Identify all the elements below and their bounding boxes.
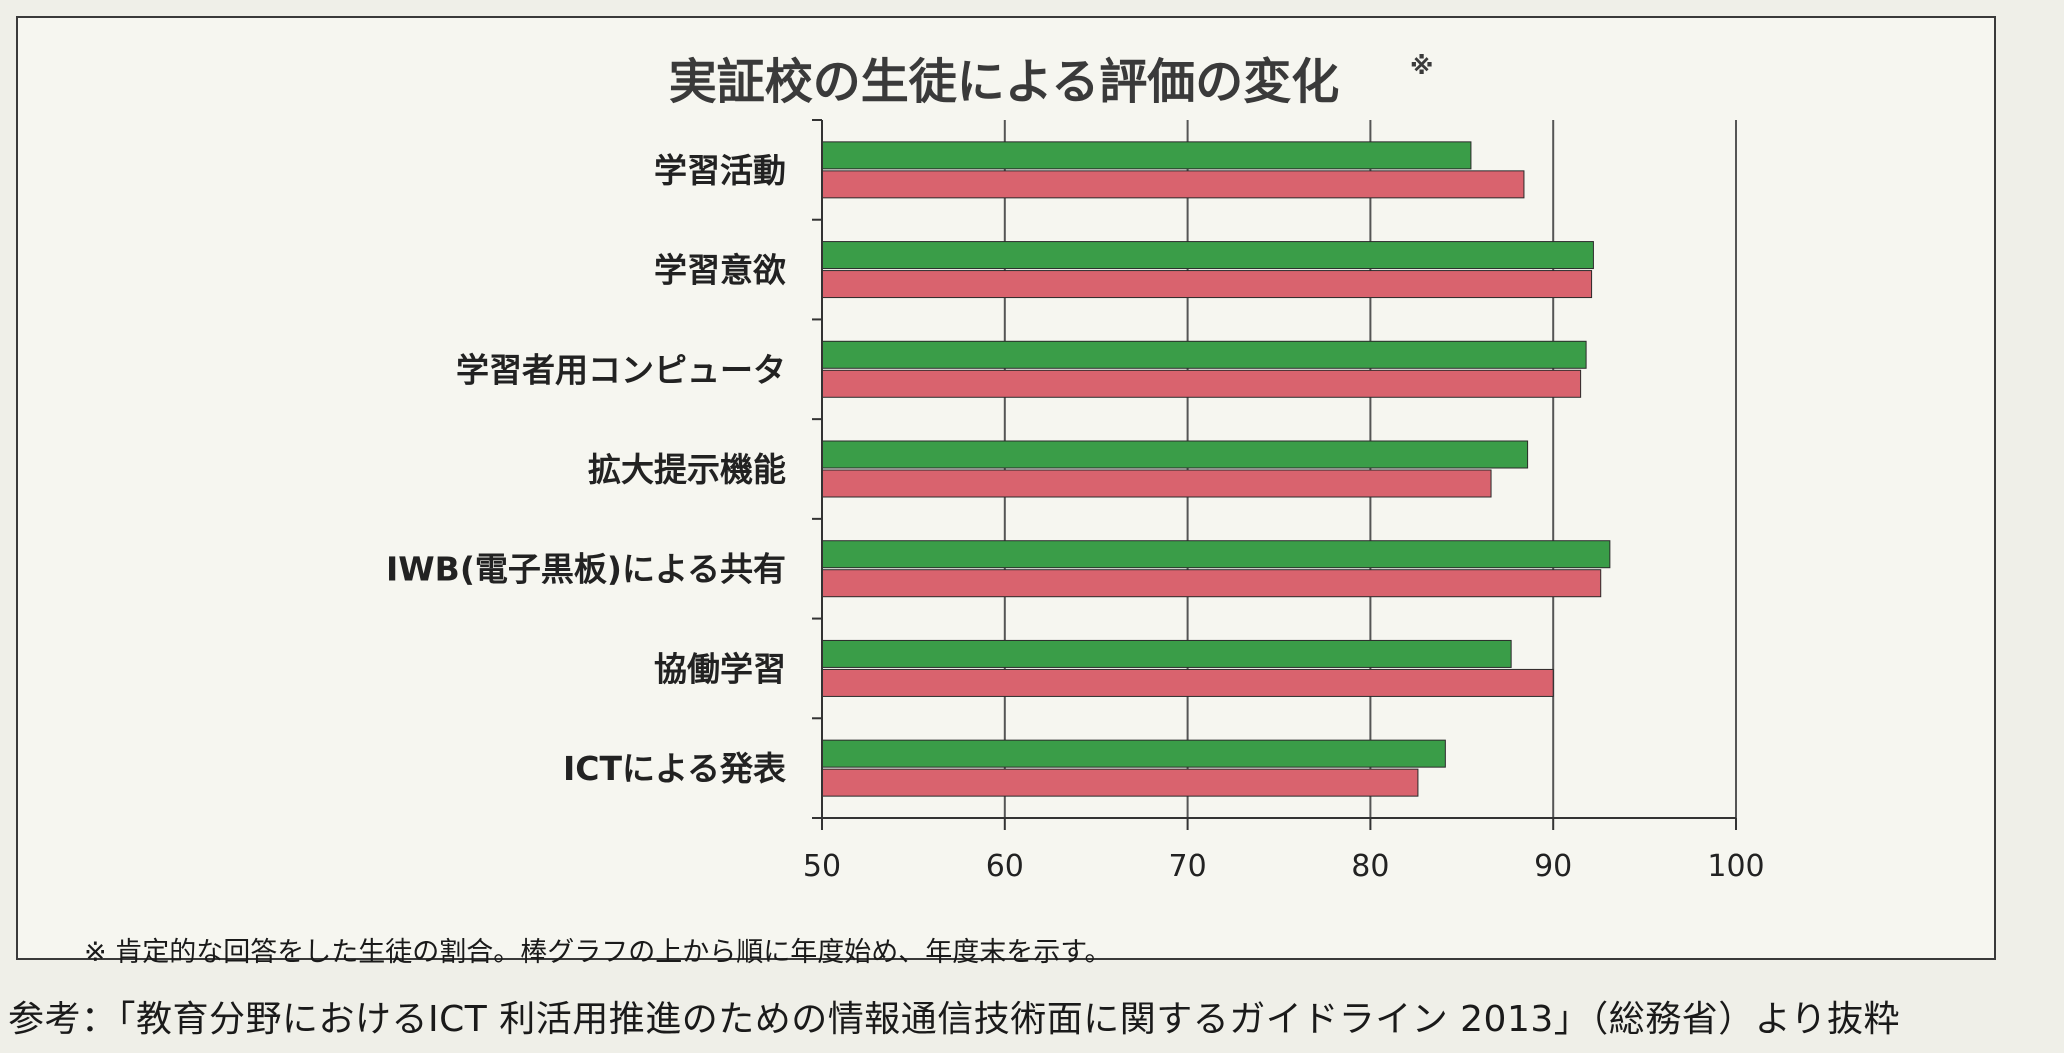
bar <box>821 469 1492 498</box>
x-tick-label: 90 <box>1534 849 1572 884</box>
bar <box>821 739 1446 768</box>
title-footnote-mark: ※ <box>1410 52 1433 80</box>
bar <box>821 639 1512 668</box>
x-tick-label: 50 <box>803 849 841 884</box>
bar <box>821 540 1611 569</box>
chart-frame: 実証校の生徒による評価の変化 ※ 学習活動学習意欲学習者用コンピュータ拡大提示機能 I… <box>16 16 1996 968</box>
bar <box>821 241 1594 270</box>
bar <box>821 170 1525 199</box>
bar <box>821 768 1419 797</box>
category-label: 協働学習 <box>654 649 786 688</box>
bar <box>821 141 1472 170</box>
footnote: ※ 肯定的な回答をした生徒の割合。棒グラフの上から順に年度始め、年度末を示す。 <box>84 937 1112 968</box>
bar <box>821 668 1554 697</box>
source-citation: 参考：「教育分野におけるICT 利活用推進のための情報通信技術面に関するガイドラ… <box>8 999 1901 1040</box>
category-label: IWB(電子黒板)による共有 <box>386 550 786 589</box>
category-label: ICTによる発表 <box>563 749 786 788</box>
bar <box>821 440 1529 469</box>
bar <box>821 569 1602 598</box>
x-tick-label: 60 <box>986 849 1024 884</box>
category-label: 学習者用コンピュータ <box>456 350 786 389</box>
x-tick-label: 100 <box>1707 849 1764 884</box>
x-tick-label: 70 <box>1169 849 1207 884</box>
category-label: 学習意欲 <box>654 251 786 290</box>
bar <box>821 369 1582 398</box>
bar <box>821 270 1593 299</box>
category-label: 学習活動 <box>654 151 786 190</box>
x-tick-label: 80 <box>1351 849 1389 884</box>
category-label: 拡大提示機能 <box>588 450 786 489</box>
chart-title: 実証校の生徒による評価の変化 <box>669 54 1340 110</box>
bar <box>821 340 1587 369</box>
